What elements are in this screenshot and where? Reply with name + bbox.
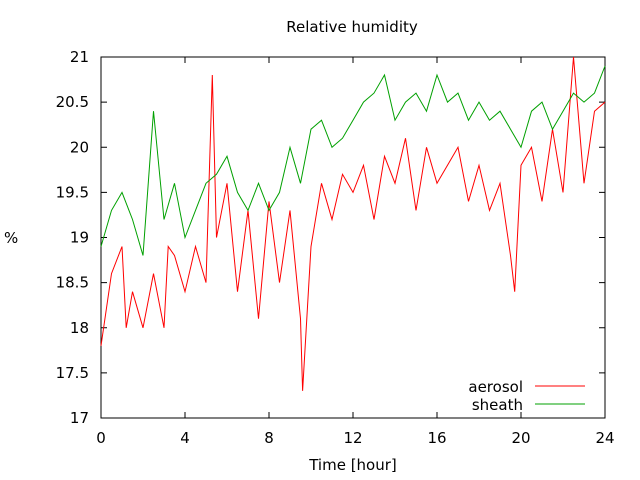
- plot-frame: [100, 56, 606, 419]
- y-tick-label: 20.5: [56, 93, 89, 111]
- x-tick-label: 20: [511, 429, 530, 447]
- legend-label-sheath: sheath: [472, 396, 523, 414]
- series-group: [100, 56, 606, 391]
- y-tick-label: 21: [70, 48, 89, 66]
- legend: aerosol sheath: [468, 378, 585, 414]
- plot-border: [100, 56, 606, 419]
- y-tick-label: 18: [70, 319, 89, 337]
- x-tick-label: 12: [343, 429, 362, 447]
- y-tick-label: 18.5: [56, 274, 89, 292]
- series-line-sheath: [100, 65, 606, 256]
- x-tick-label: 0: [96, 429, 106, 447]
- y-axis-label: %: [4, 229, 19, 247]
- y-tick-label: 17.5: [56, 364, 89, 382]
- x-tick-label: 24: [595, 429, 614, 447]
- y-axis: 17 17.5 18 18.5 19 19.5 20 20.5 21: [56, 48, 605, 427]
- x-axis: 0 4 8 12 16 20 24: [96, 57, 615, 447]
- y-tick-label: 19.5: [56, 183, 89, 201]
- x-tick-label: 4: [180, 429, 190, 447]
- chart-title: Relative humidity: [286, 18, 418, 36]
- x-axis-label: Time [hour]: [309, 456, 397, 474]
- x-tick-label: 8: [264, 429, 274, 447]
- series-line-aerosol: [100, 56, 606, 391]
- x-tick-label: 16: [427, 429, 446, 447]
- y-tick-label: 17: [70, 409, 89, 427]
- y-tick-label: 20: [70, 138, 89, 156]
- legend-label-aerosol: aerosol: [468, 378, 523, 396]
- y-tick-label: 19: [70, 229, 89, 247]
